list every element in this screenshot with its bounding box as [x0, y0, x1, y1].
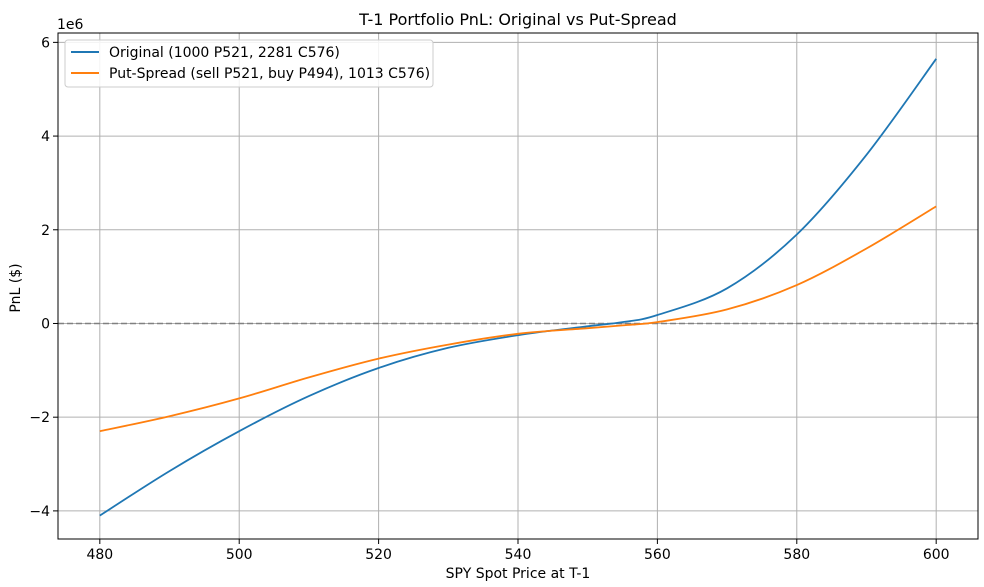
y-tick-label-4: 4 — [41, 129, 50, 145]
x-tick-label-6: 600 — [923, 547, 950, 563]
series-line-1 — [99, 205, 937, 433]
y-axis-ticks: −4 −2 0 2 4 6 — [29, 35, 58, 520]
grid-lines — [58, 33, 978, 539]
x-tick-label-3: 540 — [505, 547, 532, 563]
y-scale-label: 1e6 — [57, 17, 84, 33]
legend-box — [64, 39, 434, 88]
y-tick-label-3: 2 — [41, 223, 50, 239]
x-axis-label: SPY Spot Price at T-1 — [446, 566, 591, 582]
y-tick-label-5: 6 — [41, 35, 50, 51]
legend-label-1: Put-Spread (sell P521, buy P494), 1013 C… — [109, 66, 430, 82]
chart-title: T-1 Portfolio PnL: Original vs Put-Sprea… — [358, 10, 677, 29]
series-layer — [99, 58, 937, 517]
x-tick-label-5: 580 — [783, 547, 810, 563]
x-axis-ticks: 480 500 520 540 560 580 600 — [86, 539, 950, 563]
y-tick-label-0: −4 — [29, 504, 50, 520]
y-axis-label: PnL ($) — [8, 263, 24, 312]
x-tick-label-1: 500 — [226, 547, 253, 563]
y-tick-label-2: 0 — [41, 316, 50, 332]
y-tick-label-1: −2 — [29, 410, 50, 426]
x-tick-label-4: 560 — [644, 547, 671, 563]
x-tick-label-0: 480 — [86, 547, 113, 563]
legend-label-0: Original (1000 P521, 2281 C576) — [109, 45, 340, 61]
legend: Original (1000 P521, 2281 C576) Put-Sprea… — [64, 39, 434, 88]
x-tick-label-2: 520 — [365, 547, 392, 563]
